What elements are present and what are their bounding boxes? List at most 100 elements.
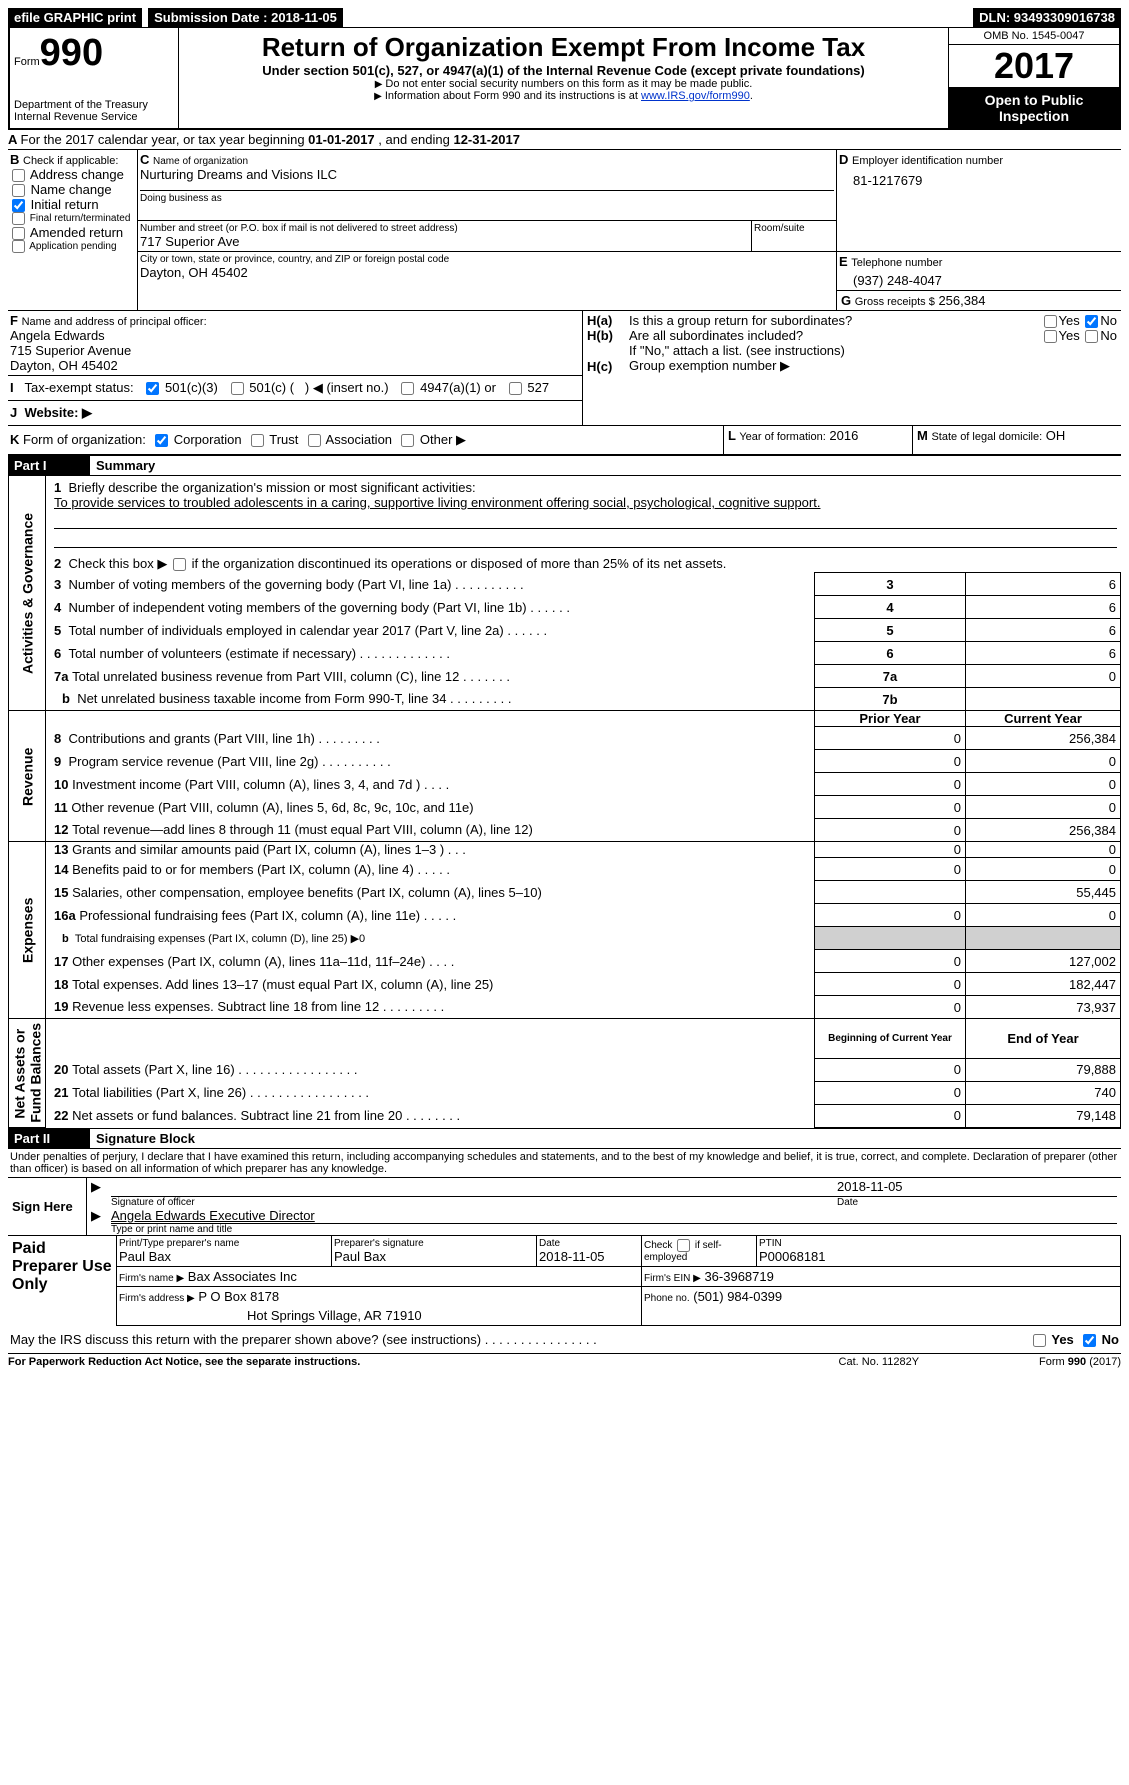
- k3: 3: [815, 573, 966, 596]
- q1-label: Briefly describe the organization's miss…: [68, 480, 475, 495]
- part2-name: Signature Block: [90, 1129, 201, 1148]
- period-pre: For the 2017 calendar year, or tax year …: [21, 132, 309, 147]
- rc11: 0: [966, 796, 1121, 819]
- nc20: 79,888: [966, 1058, 1121, 1081]
- k6: 6: [815, 642, 966, 665]
- cb-self-employed[interactable]: [677, 1239, 690, 1252]
- paid-preparer-block: Paid Preparer Use Only Print/Type prepar…: [8, 1235, 1121, 1326]
- cb-address-change[interactable]: [12, 169, 25, 182]
- cb-trust[interactable]: [251, 434, 264, 447]
- rn9: 9: [54, 754, 61, 769]
- cb-name-change[interactable]: [12, 184, 25, 197]
- prep-date: 2018-11-05: [539, 1249, 639, 1264]
- sign-here-block: Sign Here ▶2018-11-05 Signature of offic…: [8, 1178, 1121, 1236]
- n6: 6: [54, 646, 61, 661]
- rc9: 0: [966, 750, 1121, 773]
- rt9: Program service revenue (Part VIII, line…: [68, 754, 318, 769]
- cb-501c[interactable]: [231, 382, 244, 395]
- nn22: 22: [54, 1108, 68, 1123]
- footer: For Paperwork Reduction Act Notice, see …: [8, 1354, 1121, 1368]
- room-label: Room/suite: [752, 221, 837, 251]
- en13: 13: [54, 842, 68, 857]
- cb-ha-no[interactable]: [1085, 315, 1098, 328]
- part2-header: Part II Signature Block: [8, 1128, 1121, 1148]
- header-grid: B Check if applicable: Address change Na…: [8, 150, 1121, 311]
- domicile-label: State of legal domicile:: [931, 431, 1042, 443]
- et17: Other expenses (Part IX, column (A), lin…: [72, 954, 425, 969]
- firm-addr1: P O Box 8178: [198, 1289, 279, 1304]
- ec16b: [966, 927, 1121, 950]
- opt-501c-pre: 501(c) (: [249, 380, 294, 395]
- cb-hb-yes[interactable]: [1044, 330, 1057, 343]
- cb-discuss-yes[interactable]: [1033, 1334, 1046, 1347]
- cb-discontinued[interactable]: [173, 558, 186, 571]
- instructions-pre: Information about Form 990 and its instr…: [385, 90, 641, 102]
- footer-mid: Cat. No. 11282Y: [839, 1356, 920, 1368]
- box-c-name-label: Name of organization: [153, 156, 248, 167]
- k5: 5: [815, 619, 966, 642]
- paid-label: Paid Preparer Use Only: [8, 1236, 117, 1326]
- cb-4947[interactable]: [401, 382, 414, 395]
- cb-application-pending[interactable]: [12, 240, 25, 253]
- tax-status-label: Tax-exempt status:: [24, 380, 133, 395]
- cb-hb-no[interactable]: [1085, 330, 1098, 343]
- firm-phone-lbl: Phone no.: [644, 1293, 690, 1304]
- opt-name: Name change: [31, 182, 112, 197]
- footer-left: For Paperwork Reduction Act Notice, see …: [8, 1356, 360, 1368]
- opt-assoc: Association: [326, 432, 392, 447]
- cb-amended-return[interactable]: [12, 227, 25, 240]
- ep14: 0: [815, 858, 966, 881]
- form-label: Form: [14, 56, 40, 68]
- domicile-value: OH: [1046, 428, 1066, 443]
- cb-corporation[interactable]: [155, 434, 168, 447]
- cb-final-return[interactable]: [12, 212, 25, 225]
- cb-discuss-no[interactable]: [1083, 1334, 1096, 1347]
- q2-post: if the organization discontinued its ope…: [192, 556, 727, 571]
- cb-527[interactable]: [509, 382, 522, 395]
- opt-initial: Initial return: [31, 197, 99, 212]
- en15: 15: [54, 885, 68, 900]
- en18: 18: [54, 977, 68, 992]
- t7a: Total unrelated business revenue from Pa…: [72, 669, 459, 684]
- name-title: Angela Edwards Executive Director: [111, 1208, 1117, 1224]
- prep-name: Paul Bax: [119, 1249, 329, 1264]
- n5: 5: [54, 623, 61, 638]
- period-mid: , and ending: [378, 132, 453, 147]
- submission-date: Submission Date : 2018-11-05: [148, 8, 343, 27]
- et14: Benefits paid to or for members (Part IX…: [72, 862, 414, 877]
- opt-pending: Application pending: [29, 241, 116, 252]
- cb-initial-return[interactable]: [12, 199, 25, 212]
- prior-hdr: Prior Year: [815, 711, 966, 727]
- ein-label: Employer identification number: [852, 155, 1003, 167]
- rp9: 0: [815, 750, 966, 773]
- sig-of-label: Signature of officer: [111, 1196, 837, 1208]
- gross-label: Gross receipts $: [855, 296, 935, 308]
- hc-label: Group exemption number ▶: [629, 358, 1117, 374]
- officer-name: Angela Edwards: [10, 328, 580, 343]
- ec17: 127,002: [966, 950, 1121, 973]
- cb-other[interactable]: [401, 434, 414, 447]
- tax-year: 2017: [949, 45, 1119, 87]
- rt12: Total revenue—add lines 8 through 11 (mu…: [72, 822, 533, 837]
- instructions-link[interactable]: www.IRS.gov/form990: [641, 90, 750, 102]
- sig-date-val: 2018-11-05: [837, 1178, 1117, 1197]
- period-end: 12-31-2017: [453, 132, 520, 147]
- cb-501c3[interactable]: [146, 382, 159, 395]
- dept-line2: Internal Revenue Service: [14, 111, 174, 123]
- v4: 6: [966, 596, 1121, 619]
- opt-amended: Amended return: [30, 225, 123, 240]
- cb-ha-yes[interactable]: [1044, 315, 1057, 328]
- nt22: Net assets or fund balances. Subtract li…: [72, 1108, 402, 1123]
- part1-header: Part I Summary: [8, 456, 1121, 475]
- t3: Number of voting members of the governin…: [68, 577, 451, 592]
- ep19: 0: [815, 996, 966, 1019]
- tel-label: Telephone number: [851, 257, 942, 269]
- fh-grid: F Name and address of principal officer:…: [8, 311, 1121, 425]
- rc8: 256,384: [966, 727, 1121, 750]
- cb-association[interactable]: [308, 434, 321, 447]
- opt-other: Other ▶: [420, 432, 466, 447]
- prep-date-lbl: Date: [539, 1238, 639, 1249]
- part1-title: Part I: [8, 456, 90, 475]
- t6: Total number of volunteers (estimate if …: [68, 646, 356, 661]
- rp8: 0: [815, 727, 966, 750]
